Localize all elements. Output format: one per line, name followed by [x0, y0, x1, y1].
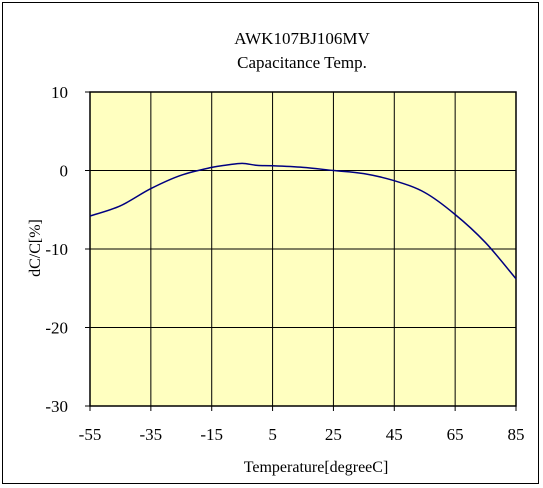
x-tick-labels: -55 -35 -15 5 25 45 65 85: [79, 425, 525, 444]
y-tick-label: -10: [45, 240, 68, 259]
chart-title: AWK107BJ106MV: [234, 29, 370, 48]
x-tick-label: 25: [325, 425, 342, 444]
x-tick-label: 65: [447, 425, 464, 444]
y-tick-label: -30: [45, 397, 68, 416]
x-tick-label: -55: [79, 425, 102, 444]
y-tick-label: -20: [45, 319, 68, 338]
y-tick-label: 0: [60, 162, 69, 181]
series-line: [89, 162, 517, 280]
axes: [85, 91, 517, 411]
x-tick-label: 85: [508, 425, 525, 444]
gridlines: [89, 91, 517, 407]
x-tick-label: 5: [268, 425, 277, 444]
x-tick-label: 45: [386, 425, 403, 444]
x-tick-label: -35: [140, 425, 163, 444]
y-tick-labels: 10 0 -10 -20 -30: [45, 83, 68, 416]
y-axis-label: dC/C[%]: [27, 219, 44, 277]
x-axis-label: Temperature[degreeC]: [244, 459, 389, 476]
x-tick-label: -15: [200, 425, 223, 444]
chart-subtitle: Capacitance Temp.: [237, 53, 367, 72]
y-tick-label: 10: [51, 83, 68, 102]
